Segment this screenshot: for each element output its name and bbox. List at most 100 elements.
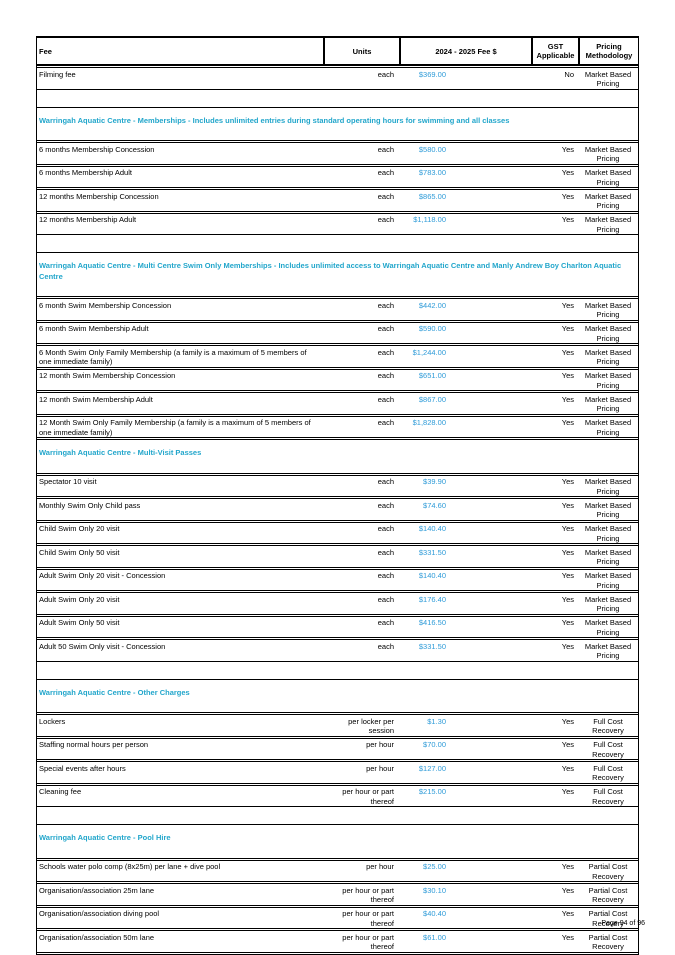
table-row: 12 months Membership Concession each $865.… — [37, 189, 638, 212]
units-cell: each — [323, 593, 399, 614]
amount-cell: $1.30 — [427, 716, 446, 726]
methodology-cell: Market Based Pricing — [584, 324, 632, 343]
units-cell: each — [323, 617, 399, 638]
table-row: Child Swim Only 50 visit each $331.50 Yes Ma… — [37, 545, 638, 568]
fee-cell: Child Swim Only 50 visit — [39, 547, 120, 557]
units-cell: each — [323, 68, 399, 89]
table-row: Spectator 10 visit each $39.90 Yes Market Ba… — [37, 474, 638, 497]
table-row: 12 month Swim Membership Adult each $867.0… — [37, 392, 638, 415]
fee-cell: 12 month Swim Membership Concession — [39, 371, 176, 380]
methodology-cell: Full Cost Recovery — [592, 787, 624, 806]
units-cell: each — [323, 476, 399, 497]
table-row: Filming fee each $369.00 No Market Based Pri… — [37, 67, 638, 90]
methodology-cell: Market Based Pricing — [584, 394, 632, 414]
table-row: 6 Month Swim Only Family Membership (a f… — [37, 345, 638, 368]
units-text: each — [377, 594, 394, 604]
units-cell: per hour — [323, 762, 399, 783]
table-row: 6 month Swim Membership Adult each $590.00… — [37, 321, 638, 344]
amount-cell: $1,828.00 — [412, 418, 446, 427]
section-heading: Warringah Aquatic Centre - Pool Hire — [37, 824, 638, 859]
gst-cell: Yes — [561, 932, 574, 942]
methodology-cell: Market Based Pricing — [584, 594, 632, 614]
fee-cell: 12 month Swim Membership Adult — [39, 394, 153, 404]
amount-cell: $369.00 — [418, 69, 446, 79]
fee-cell: 12 months Membership Adult — [39, 215, 137, 224]
fee-cell: 6 month Swim Membership Concession — [39, 300, 172, 310]
amount-cell: $651.00 — [418, 371, 446, 380]
fee-cell: 6 months Membership Adult — [39, 168, 132, 177]
methodology-cell: Market Based Pricing — [584, 191, 632, 211]
units-text: per hour or part thereof — [342, 885, 394, 905]
table-row: Adult 50 Swim Only visit - Concession eac… — [37, 639, 638, 662]
units-cell: each — [323, 167, 399, 188]
amount-cell: $127.00 — [418, 763, 446, 773]
units-text: each — [377, 477, 394, 486]
table-row: 12 months Membership Adult each $1,118.00 Y… — [37, 212, 638, 235]
fee-cell: Child Swim Only 20 visit — [39, 524, 120, 533]
units-text: each — [377, 394, 394, 404]
fee-cell: Organisation/association diving pool — [39, 909, 160, 918]
gst-cell: Yes — [561, 862, 574, 871]
units-cell: each — [323, 499, 399, 520]
methodology-cell: Market Based Pricing — [584, 524, 632, 543]
table-row: Organisation/association diving pool per … — [37, 906, 638, 929]
amount-cell: $40.40 — [423, 909, 446, 918]
amount-cell: $865.00 — [418, 191, 446, 201]
units-cell: each — [323, 299, 399, 320]
units-cell: per hour — [323, 861, 399, 882]
methodology-cell: Market Based Pricing — [584, 571, 632, 590]
units-text: per hour or part thereof — [342, 909, 394, 928]
methodology-cell: Market Based Pricing — [584, 618, 632, 637]
gst-cell: Yes — [561, 347, 574, 357]
fee-cell: 6 months Membership Concession — [39, 144, 155, 154]
fee-cell: Adult Swim Only 20 visit - Concession — [39, 571, 166, 580]
fee-cell: Adult Swim Only 20 visit — [39, 594, 120, 604]
gst-cell: Yes — [561, 594, 574, 604]
methodology-cell: Market Based Pricing — [584, 418, 632, 437]
table-row: 12 Month Swim Only Family Membership (a … — [37, 415, 638, 438]
table-row: Adult Swim Only 20 visit - Concession eac… — [37, 568, 638, 591]
fee-cell: Adult Swim Only 50 visit — [39, 618, 120, 627]
amount-cell: $74.60 — [423, 500, 446, 510]
units-cell: per hour — [323, 739, 399, 760]
column-header-fee-amount: 2024 - 2025 Fee $ — [399, 38, 531, 64]
section-heading: Warringah Aquatic Centre - Multi-Visit P… — [37, 439, 638, 474]
amount-cell: $30.10 — [423, 885, 446, 895]
methodology-cell: Market Based Pricing — [584, 347, 632, 367]
gst-cell: Yes — [561, 191, 574, 201]
page-number: Page 94 of 96 — [601, 920, 645, 927]
column-header-units: Units — [323, 38, 399, 64]
table-row: Organisation/association 25m lane per hou… — [37, 883, 638, 906]
gst-cell: Yes — [561, 885, 574, 895]
fee-cell: Adult 50 Swim Only visit - Concession — [39, 641, 166, 651]
units-text: each — [377, 500, 394, 510]
table-header-row: Fee Units 2024 - 2025 Fee $ GST Applicable P… — [37, 38, 638, 66]
fee-cell: Filming fee — [39, 69, 76, 79]
units-cell: each — [323, 417, 399, 438]
gst-cell: Yes — [561, 215, 574, 224]
fee-cell: Organisation/association 25m lane — [39, 885, 155, 895]
amount-cell: $1,244.00 — [412, 347, 446, 357]
fee-cell: Cleaning fee — [39, 787, 82, 796]
amount-cell: $140.40 — [418, 524, 446, 533]
table-row: Schools water polo comp (8x25m) per lane… — [37, 859, 638, 882]
table-row: Staffing normal hours per person per hour… — [37, 737, 638, 760]
units-text: each — [377, 191, 394, 201]
amount-cell: $176.40 — [418, 594, 446, 604]
spacer-row — [37, 235, 638, 251]
fee-cell: Schools water polo comp (8x25m) per lane… — [39, 862, 221, 871]
methodology-cell: Market Based Pricing — [584, 371, 632, 390]
units-cell: each — [323, 546, 399, 567]
units-text: each — [377, 215, 394, 224]
table-row: 12 month Swim Membership Concession each $… — [37, 368, 638, 391]
amount-cell: $867.00 — [418, 394, 446, 404]
units-cell: each — [323, 143, 399, 164]
table-row: 6 months Membership Adult each $783.00 Yes M… — [37, 165, 638, 188]
gst-cell: No — [564, 69, 574, 79]
section-heading: Warringah Aquatic Centre - Memberships -… — [37, 106, 638, 141]
amount-cell: $442.00 — [418, 300, 446, 310]
methodology-cell: Partial Cost Recovery — [588, 862, 628, 881]
gst-cell: Yes — [561, 618, 574, 627]
gst-cell: Yes — [561, 763, 574, 773]
